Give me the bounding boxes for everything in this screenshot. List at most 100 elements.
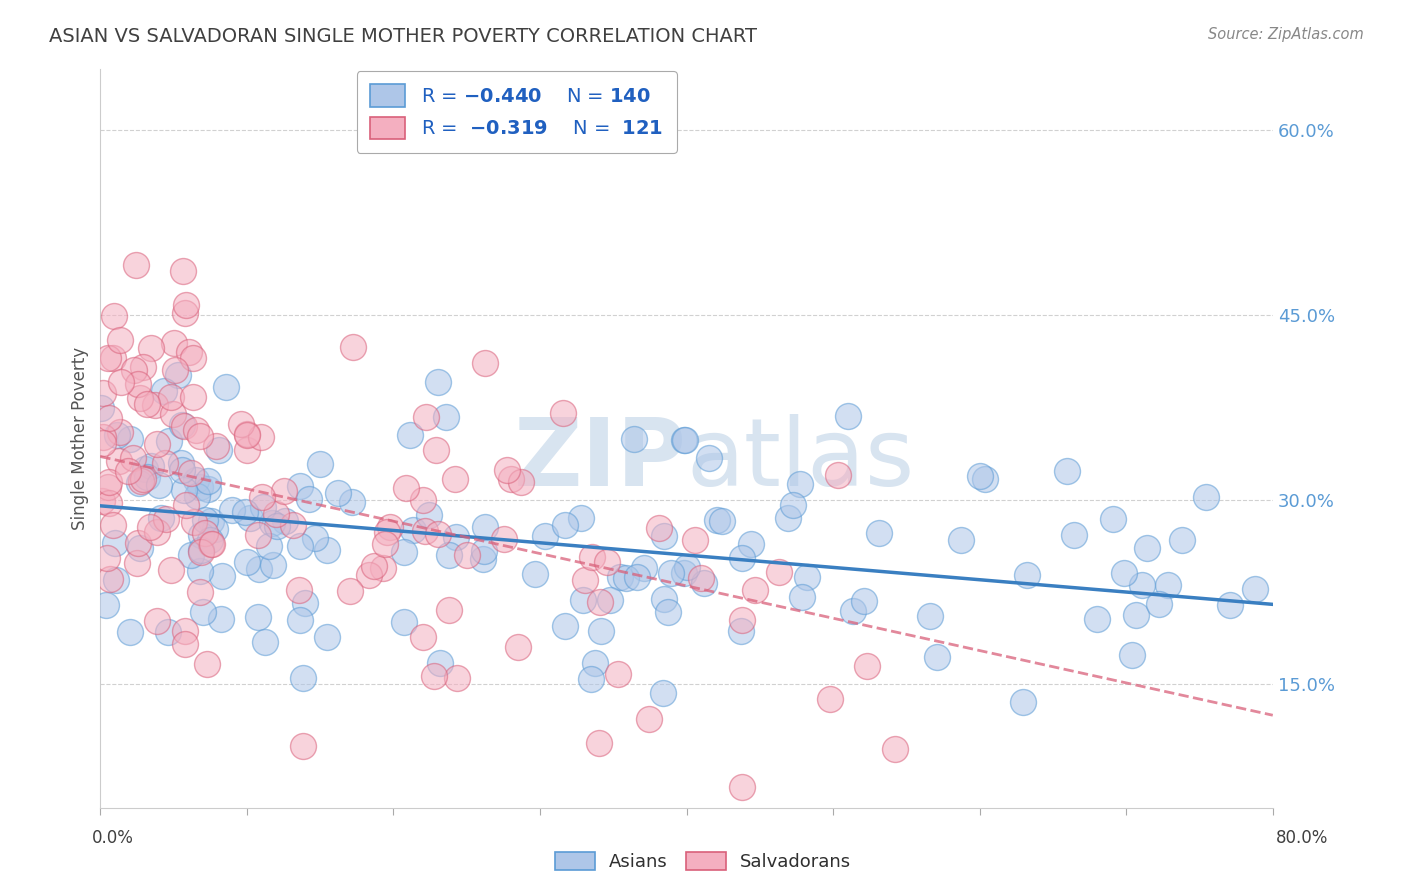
Point xyxy=(359,568,381,582)
Point xyxy=(1125,608,1147,623)
Point xyxy=(146,614,169,628)
Point xyxy=(852,594,875,608)
Point xyxy=(239,511,262,525)
Point xyxy=(294,596,316,610)
Point xyxy=(127,556,149,570)
Point xyxy=(97,475,120,489)
Point xyxy=(309,457,332,471)
Point xyxy=(378,520,401,534)
Legend: Asians, Salvadorans: Asians, Salvadorans xyxy=(548,845,858,879)
Point xyxy=(796,570,818,584)
Point xyxy=(425,442,447,457)
Point xyxy=(110,375,132,389)
Point xyxy=(1219,598,1241,612)
Point xyxy=(444,472,467,486)
Point xyxy=(163,363,186,377)
Point xyxy=(127,376,149,391)
Point xyxy=(1102,512,1125,526)
Point xyxy=(190,542,212,557)
Point xyxy=(174,298,197,312)
Point xyxy=(394,545,416,559)
Point xyxy=(190,527,212,541)
Point xyxy=(188,479,211,493)
Point xyxy=(132,472,155,486)
Point xyxy=(259,540,281,554)
Point xyxy=(551,406,574,420)
Point xyxy=(236,443,259,458)
Point xyxy=(292,671,315,685)
Point xyxy=(339,584,361,599)
Point xyxy=(200,515,222,529)
Point xyxy=(474,356,496,370)
Point xyxy=(402,523,425,537)
Point xyxy=(599,592,621,607)
Point xyxy=(340,494,363,508)
Point xyxy=(181,351,204,365)
Point xyxy=(122,450,145,465)
Point xyxy=(731,551,754,566)
Point xyxy=(595,555,617,569)
Point xyxy=(744,583,766,598)
Point xyxy=(1085,612,1108,626)
Point xyxy=(180,548,202,562)
Point xyxy=(626,570,648,584)
Point xyxy=(260,516,283,531)
Point xyxy=(659,566,682,580)
Point xyxy=(652,686,675,700)
Point xyxy=(394,615,416,629)
Point xyxy=(363,558,385,573)
Point xyxy=(950,533,973,547)
Point xyxy=(108,454,131,468)
Point xyxy=(141,341,163,355)
Point xyxy=(413,524,436,538)
Point xyxy=(510,475,533,490)
Point xyxy=(120,625,142,640)
Point xyxy=(326,486,349,500)
Point xyxy=(697,450,720,465)
Point xyxy=(506,640,529,654)
Point xyxy=(572,592,595,607)
Point xyxy=(124,363,146,377)
Point xyxy=(837,409,859,423)
Point xyxy=(429,657,451,671)
Point xyxy=(730,624,752,638)
Point xyxy=(247,562,270,576)
Point xyxy=(583,656,606,670)
Point xyxy=(105,427,128,442)
Point xyxy=(160,563,183,577)
Point xyxy=(136,397,159,411)
Point xyxy=(606,667,628,681)
Point xyxy=(143,398,166,412)
Point xyxy=(229,417,252,431)
Point xyxy=(186,423,208,437)
Point xyxy=(673,433,696,447)
Point xyxy=(173,306,195,320)
Point xyxy=(690,571,713,585)
Point xyxy=(173,418,195,433)
Point xyxy=(197,474,219,488)
Point xyxy=(97,496,120,510)
Point xyxy=(195,657,218,672)
Point xyxy=(418,508,440,522)
Point xyxy=(101,351,124,365)
Point xyxy=(246,528,269,542)
Text: atlas: atlas xyxy=(686,414,915,507)
Point xyxy=(152,384,174,399)
Point xyxy=(426,527,449,541)
Point xyxy=(181,390,204,404)
Point xyxy=(676,560,699,574)
Point xyxy=(252,500,274,515)
Point xyxy=(790,590,813,604)
Point xyxy=(188,585,211,599)
Point xyxy=(579,673,602,687)
Point xyxy=(633,561,655,575)
Point xyxy=(236,427,259,442)
Point xyxy=(648,521,671,535)
Point xyxy=(693,575,716,590)
Point xyxy=(740,537,762,551)
Point xyxy=(183,515,205,529)
Point xyxy=(920,608,942,623)
Point xyxy=(1149,597,1171,611)
Point xyxy=(415,409,437,424)
Point xyxy=(974,472,997,486)
